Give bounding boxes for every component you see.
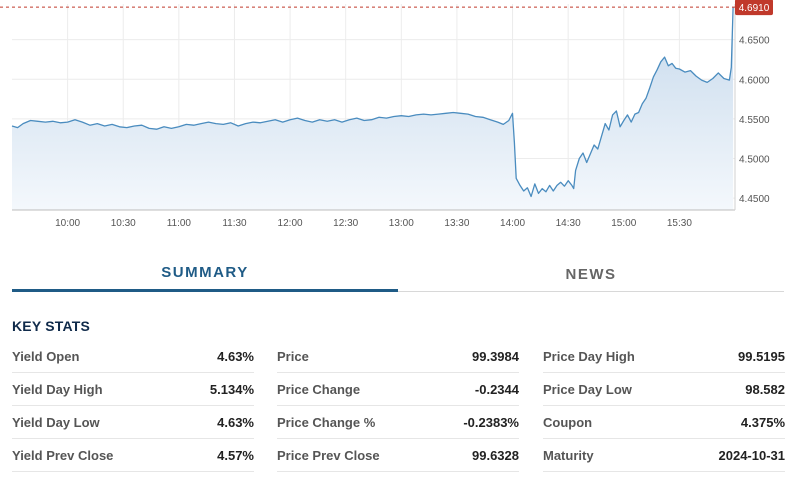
x-tick-label: 15:30 [667,218,692,229]
stat-row-yield-prev-close: Yield Prev Close 4.57% [12,439,254,472]
x-tick-label: 14:00 [500,218,525,229]
stat-value: 4.63% [217,414,254,430]
stat-value: 4.63% [217,348,254,364]
stat-label: Price Prev Close [277,447,380,463]
series-line [11,7,734,198]
x-tick-label: 10:30 [111,218,136,229]
stat-label: Price Change [277,381,361,397]
y-tick-label: 4.5500 [739,115,770,126]
stat-row-price: Price 99.3984 [277,340,519,373]
stat-row-yield-day-low: Yield Day Low 4.63% [12,406,254,439]
y-tick-label: 4.6000 [739,75,770,86]
stat-value: 4.57% [217,447,254,463]
series-area [12,7,734,211]
stat-value: -0.2344 [474,381,519,397]
stat-row-price-change: Price Change -0.2344 [277,373,519,406]
stat-row-yield-day-high: Yield Day High 5.134% [12,373,254,406]
yield-intraday-chart[interactable]: 10:00 10:30 11:00 11:30 12:00 12:30 13:00 13:30… [0,0,793,240]
key-stats-column-1: Yield Open 4.63% Yield Day High 5.134% Y… [12,340,254,472]
stat-value: 98.582 [745,381,785,397]
key-stats-column-3: Price Day High 99.5195 Price Day Low 98.… [543,340,785,472]
stat-row-yield-open: Yield Open 4.63% [12,340,254,373]
stat-label: Price [277,348,309,364]
key-stats-column-2: Price 99.3984 Price Change -0.2344 Price… [277,340,519,472]
tab-news[interactable]: NEWS [398,258,784,292]
stat-label: Price Day High [543,348,635,364]
stat-row-price-change-pct: Price Change % -0.2383% [277,406,519,439]
x-tick-label: 13:30 [444,218,469,229]
stat-row-coupon: Coupon 4.375% [543,406,785,439]
stat-label: Yield Day High [12,381,103,397]
last-price-badge [735,0,773,16]
x-tick-label: 14:30 [556,218,581,229]
y-tick-label: 4.4500 [739,194,770,205]
stat-label: Maturity [543,447,594,463]
y-tick-label: 4.5000 [739,155,770,166]
stat-value: 4.375% [740,414,785,430]
stat-row-price-prev-close: Price Prev Close 99.6328 [277,439,519,472]
stat-value: 99.6328 [472,447,519,463]
stat-label: Coupon [543,414,593,430]
stat-value: 5.134% [209,381,254,397]
stat-value: 99.5195 [738,348,785,364]
y-tick-label: 4.6500 [739,36,770,47]
x-tick-label: 15:00 [611,218,636,229]
stat-value: 99.3984 [472,348,519,364]
stat-row-price-day-high: Price Day High 99.5195 [543,340,785,373]
stat-value: 2024-10-31 [718,447,786,463]
stat-row-maturity: Maturity 2024-10-31 [543,439,785,472]
tab-summary[interactable]: SUMMARY [12,256,398,292]
x-tick-label: 13:00 [389,218,414,229]
stat-label: Yield Open [12,348,80,364]
x-tick-label: 12:00 [278,218,303,229]
stat-row-price-day-low: Price Day Low 98.582 [543,373,785,406]
stat-label: Yield Prev Close [12,447,114,463]
x-tick-label: 11:00 [167,218,192,229]
stat-label: Price Day Low [543,381,632,397]
x-tick-label: 12:30 [333,218,358,229]
x-tick-label: 10:00 [55,218,80,229]
key-stats-title: KEY STATS [12,318,91,334]
stat-label: Price Change % [277,414,376,430]
x-tick-label: 11:30 [222,218,247,229]
last-price-label: 4.6910 [739,3,770,14]
stat-value: -0.2383% [463,414,519,430]
stat-label: Yield Day Low [12,414,100,430]
tab-bar: SUMMARY NEWS [12,256,784,292]
